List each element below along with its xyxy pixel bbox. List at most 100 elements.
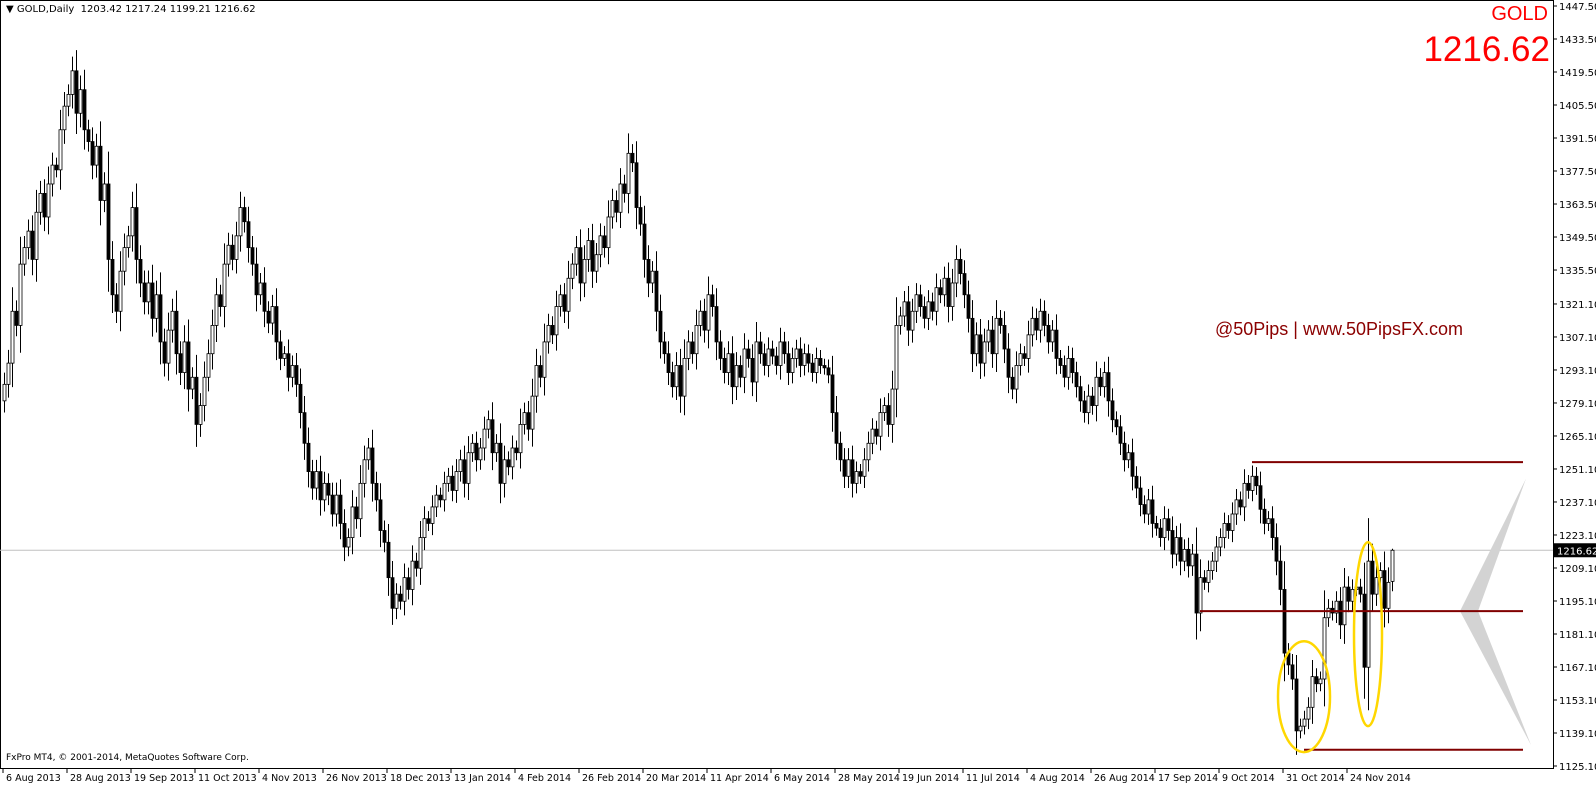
candle-body-bear bbox=[414, 560, 419, 569]
candle-body-bull bbox=[522, 412, 527, 425]
candle-body-bear bbox=[14, 310, 19, 326]
candle bbox=[338, 479, 343, 540]
candle-body-bull bbox=[954, 259, 959, 284]
candle bbox=[834, 396, 839, 460]
candle-body-bull bbox=[766, 348, 771, 366]
candle-body-bull bbox=[422, 518, 427, 538]
candle-body-bull bbox=[674, 365, 679, 388]
candle bbox=[182, 325, 187, 390]
x-tick-label: 11 Jul 2014 bbox=[966, 773, 1020, 784]
candle bbox=[298, 368, 303, 429]
candle bbox=[970, 300, 975, 372]
candle-body-bull bbox=[1234, 499, 1239, 515]
candle-body-bull bbox=[1214, 546, 1219, 562]
candle bbox=[462, 445, 467, 498]
candle-body-bull bbox=[1086, 395, 1091, 414]
candle bbox=[882, 397, 887, 422]
candle-body-bear bbox=[462, 459, 467, 484]
candle-body-bull bbox=[1318, 678, 1323, 685]
candle bbox=[626, 133, 631, 214]
candle bbox=[1370, 543, 1375, 612]
candle-body-bear bbox=[990, 329, 995, 355]
candle bbox=[1250, 465, 1255, 502]
candle-body-bear bbox=[1106, 372, 1111, 402]
candle bbox=[686, 330, 691, 371]
candle-body-bear bbox=[274, 306, 279, 343]
candle-body-bear bbox=[590, 240, 595, 272]
candle-body-bear bbox=[786, 353, 791, 373]
candle-body-bull bbox=[610, 200, 615, 218]
candle-body-bear bbox=[178, 353, 183, 373]
candle bbox=[222, 243, 227, 328]
dropdown-triangle-icon[interactable]: ▼ bbox=[6, 4, 14, 15]
candle bbox=[914, 283, 919, 323]
candle bbox=[1210, 551, 1215, 580]
x-tick-label: 6 May 2014 bbox=[774, 773, 830, 784]
candle bbox=[978, 319, 983, 379]
candle bbox=[550, 316, 555, 345]
y-tick-label: 1167.10 bbox=[1559, 663, 1596, 674]
candle bbox=[782, 331, 787, 364]
y-tick-label: 1279.10 bbox=[1559, 399, 1596, 410]
candle bbox=[322, 471, 327, 512]
y-tick-label: 1433.50 bbox=[1559, 35, 1596, 46]
candle-body-bull bbox=[846, 459, 851, 477]
candle bbox=[734, 352, 739, 401]
candle-body-bear bbox=[662, 341, 667, 355]
x-tick-label: 11 Apr 2014 bbox=[710, 773, 769, 784]
candle bbox=[1222, 512, 1227, 549]
candle bbox=[762, 343, 767, 376]
x-tick-label: 28 May 2014 bbox=[838, 773, 900, 784]
candle-body-bull bbox=[698, 310, 703, 326]
candle-body-bull bbox=[466, 452, 471, 484]
candle-body-bull bbox=[1038, 310, 1043, 331]
candle bbox=[938, 279, 943, 304]
candle bbox=[282, 346, 287, 366]
candle-body-bull bbox=[862, 459, 867, 477]
candle bbox=[34, 189, 39, 282]
candle-body-bear bbox=[158, 294, 163, 343]
candle-body-bear bbox=[918, 294, 923, 307]
candle bbox=[690, 331, 695, 364]
candle-body-bear bbox=[946, 277, 951, 307]
candle bbox=[1002, 311, 1007, 364]
candle bbox=[1322, 590, 1327, 707]
candle bbox=[394, 583, 399, 620]
candle-body-bull bbox=[1350, 589, 1355, 602]
candle-body-bull bbox=[282, 353, 287, 359]
candle-body-bear bbox=[826, 367, 831, 376]
candle-body-bull bbox=[478, 447, 483, 461]
candle-body-bear bbox=[842, 459, 847, 477]
candle-body-bear bbox=[678, 365, 683, 397]
candle bbox=[646, 245, 651, 298]
candle-body-bull bbox=[570, 263, 575, 279]
candle bbox=[730, 336, 735, 405]
candle bbox=[1162, 506, 1167, 551]
candle bbox=[558, 284, 563, 317]
y-tick-label: 1153.10 bbox=[1559, 696, 1596, 707]
candle bbox=[982, 328, 987, 377]
candle bbox=[250, 235, 255, 276]
candle bbox=[666, 341, 671, 386]
candle bbox=[450, 465, 455, 502]
candle bbox=[14, 300, 19, 337]
candle-body-bear bbox=[1194, 553, 1199, 614]
candle-body-bear bbox=[562, 294, 567, 312]
candle bbox=[942, 266, 947, 307]
candle bbox=[830, 355, 835, 432]
candle-body-bear bbox=[710, 294, 715, 307]
candle bbox=[818, 350, 823, 374]
candle-body-bull bbox=[706, 294, 711, 331]
candle bbox=[6, 349, 11, 398]
candle bbox=[1214, 536, 1219, 572]
candle-body-bull bbox=[650, 270, 655, 284]
candle-body-bear bbox=[730, 353, 735, 388]
candle-body-bear bbox=[110, 259, 115, 296]
candle-body-bear bbox=[490, 419, 495, 454]
y-tick-label: 1391.50 bbox=[1559, 134, 1596, 145]
candle-body-bear bbox=[782, 341, 787, 355]
candle bbox=[694, 309, 699, 370]
candle bbox=[486, 410, 491, 439]
candle bbox=[602, 225, 607, 258]
